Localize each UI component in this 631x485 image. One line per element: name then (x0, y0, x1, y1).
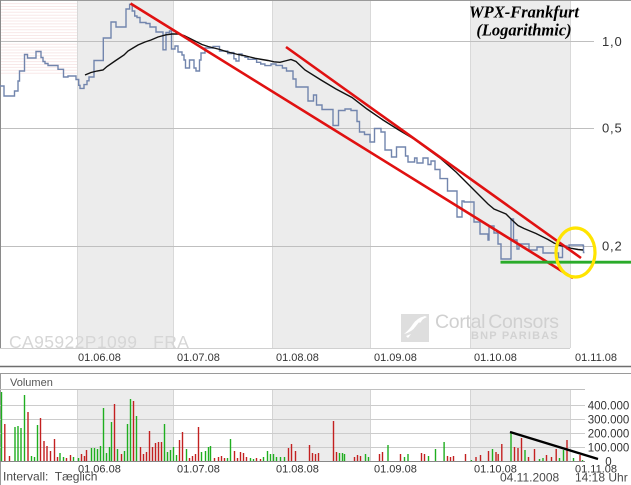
svg-text:01.11.08: 01.11.08 (575, 464, 617, 476)
svg-text:14:18 Uhr: 14:18 Uhr (575, 471, 628, 485)
svg-text:01.06.08: 01.06.08 (78, 352, 121, 364)
svg-text:BNP PARIBAS: BNP PARIBAS (471, 330, 559, 342)
svg-text:WPX-Frankfurt: WPX-Frankfurt (469, 3, 579, 22)
svg-text:1,0: 1,0 (602, 34, 622, 49)
svg-text:Intervall: Tæglich: Intervall: Tæglich (3, 470, 97, 484)
svg-text:01.08.08: 01.08.08 (276, 352, 319, 364)
svg-text:04.11.2008: 04.11.2008 (500, 471, 559, 485)
svg-text:200.000: 200.000 (588, 429, 630, 441)
svg-text:01.08.08: 01.08.08 (276, 464, 319, 476)
svg-text:01.07.08: 01.07.08 (177, 464, 220, 476)
svg-text:01.07.08: 01.07.08 (177, 352, 220, 364)
svg-text:0,2: 0,2 (602, 239, 622, 254)
svg-text:Volumen: Volumen (10, 377, 53, 389)
svg-text:0: 0 (605, 457, 611, 469)
svg-text:300.000: 300.000 (588, 415, 630, 427)
svg-text:(Logarithmic): (Logarithmic) (476, 21, 571, 40)
svg-text:0,5: 0,5 (602, 121, 622, 136)
svg-text:CA95922P1099 FRA: CA95922P1099 FRA (9, 332, 189, 352)
svg-text:400.000: 400.000 (588, 401, 630, 413)
svg-text:01.11.08: 01.11.08 (575, 352, 617, 364)
svg-text:100.000: 100.000 (588, 443, 630, 455)
svg-text:01.09.08: 01.09.08 (374, 464, 417, 476)
svg-text:01.06.08: 01.06.08 (78, 464, 121, 476)
svg-text:01.09.08: 01.09.08 (374, 352, 417, 364)
svg-text:01.10.08: 01.10.08 (474, 352, 517, 364)
svg-text:01.10.08: 01.10.08 (474, 464, 517, 476)
